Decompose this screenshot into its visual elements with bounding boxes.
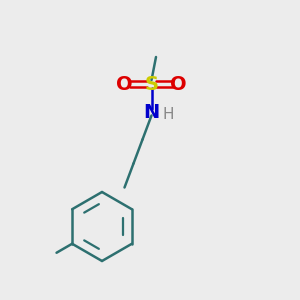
- Text: O: O: [116, 74, 133, 94]
- Text: O: O: [170, 74, 187, 94]
- Text: S: S: [145, 74, 158, 94]
- Text: H: H: [162, 107, 174, 122]
- Text: N: N: [143, 103, 160, 122]
